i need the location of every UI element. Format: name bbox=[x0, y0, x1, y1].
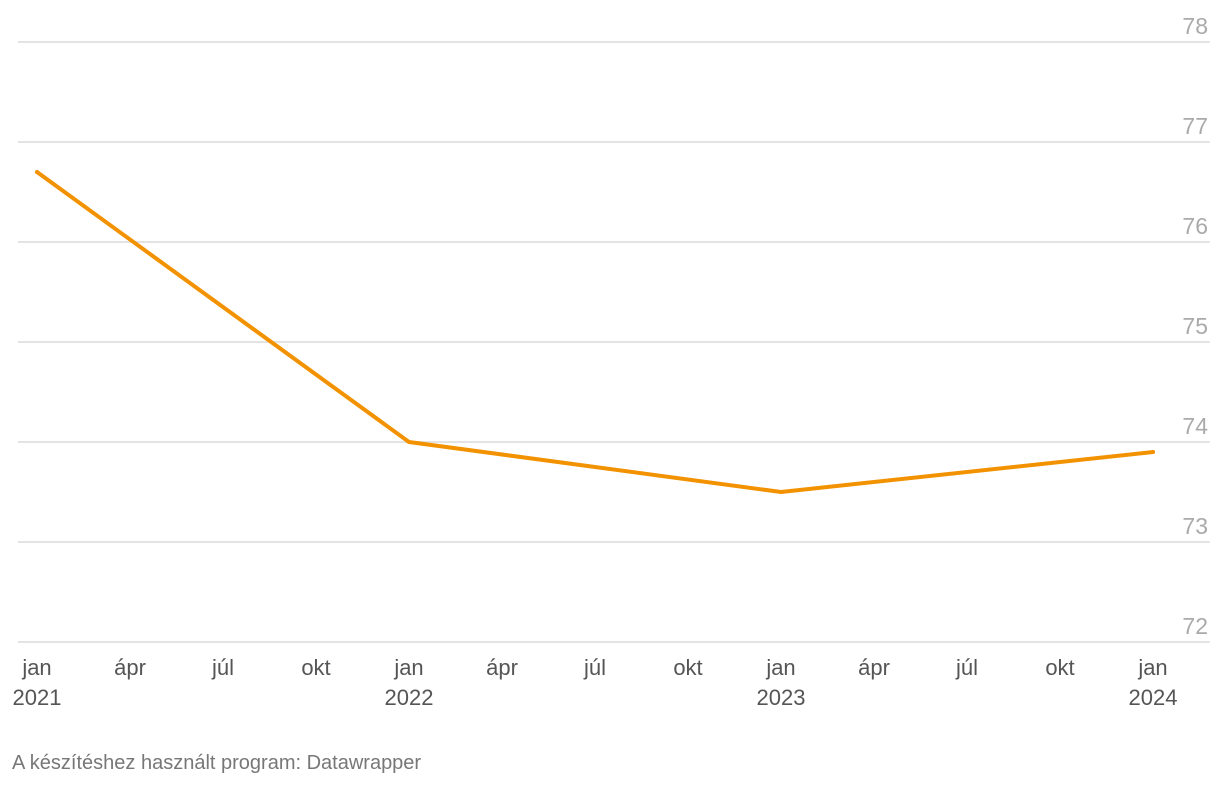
x-tick-year-8: 2023 bbox=[757, 685, 806, 710]
y-tick-label-75: 75 bbox=[1182, 313, 1208, 339]
y-axis-labels: 72 73 74 75 76 77 78 bbox=[1182, 13, 1208, 639]
x-axis-labels: jan 2021 ápr júl okt jan 2022 ápr júl okt jan 2023 á… bbox=[13, 655, 1178, 710]
x-tick-label-9: ápr bbox=[858, 655, 890, 680]
x-tick-year-0: 2021 bbox=[13, 685, 62, 710]
x-tick-label-6: júl bbox=[583, 655, 606, 680]
data-point-0-2 bbox=[779, 490, 783, 494]
x-tick-label-7: okt bbox=[673, 655, 702, 680]
y-tick-label-73: 73 bbox=[1182, 513, 1208, 539]
y-tick-label-72: 72 bbox=[1182, 613, 1208, 639]
x-tick-label-11: okt bbox=[1045, 655, 1074, 680]
x-tick-year-4: 2022 bbox=[385, 685, 434, 710]
y-tick-label-74: 74 bbox=[1182, 413, 1208, 439]
data-point-0-0 bbox=[35, 170, 39, 174]
x-tick-label-10: júl bbox=[955, 655, 978, 680]
x-tick-label-8: jan bbox=[765, 655, 795, 680]
x-tick-label-0: jan bbox=[21, 655, 51, 680]
y-tick-label-76: 76 bbox=[1182, 213, 1208, 239]
line-chart: 72 73 74 75 76 77 78 jan 2021 ápr júl okt jan 2022 áp… bbox=[13, 13, 1210, 710]
grid-lines bbox=[18, 41, 1210, 643]
x-tick-label-5: ápr bbox=[486, 655, 518, 680]
x-tick-label-2: júl bbox=[211, 655, 234, 680]
data-point-0-1 bbox=[407, 440, 411, 444]
series-lines bbox=[35, 170, 1155, 494]
series-line-0 bbox=[35, 170, 1155, 494]
x-tick-label-1: ápr bbox=[114, 655, 146, 680]
x-tick-label-12: jan bbox=[1137, 655, 1167, 680]
x-tick-year-12: 2024 bbox=[1129, 685, 1178, 710]
footer-credit: A készítéshez használt program: Datawrap… bbox=[12, 752, 422, 774]
x-tick-label-4: jan bbox=[393, 655, 423, 680]
y-tick-label-77: 77 bbox=[1182, 113, 1208, 139]
y-tick-label-78: 78 bbox=[1182, 13, 1208, 39]
data-point-0-3 bbox=[1151, 450, 1155, 454]
x-tick-label-3: okt bbox=[301, 655, 330, 680]
